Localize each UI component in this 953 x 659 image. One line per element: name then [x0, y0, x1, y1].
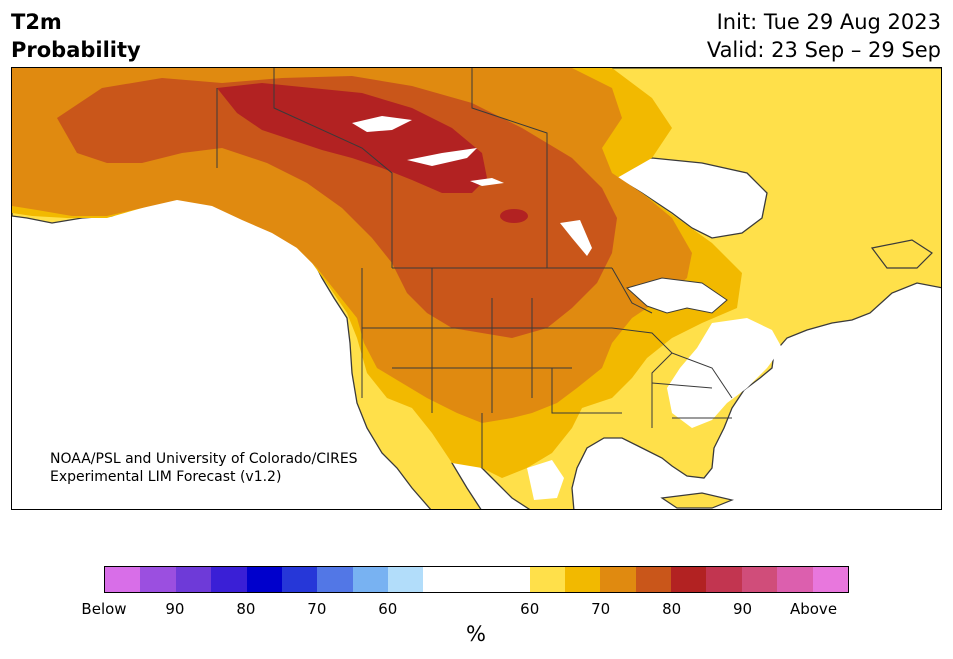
- colorbar-segment: [140, 567, 176, 592]
- colorbar-segment: [671, 567, 707, 592]
- plot-title: T2m Probability: [11, 8, 141, 64]
- variable-label: T2m: [11, 10, 62, 34]
- colorbar-tick-label: 70: [307, 600, 327, 618]
- cuba: [660, 492, 734, 509]
- map-canvas: [12, 68, 941, 509]
- valid-range: Valid: 23 Sep – 29 Sep: [706, 38, 941, 62]
- newfoundland: [870, 239, 933, 269]
- colorbar-segment: [246, 567, 282, 592]
- credit-line-2: Experimental LIM Forecast (v1.2): [50, 469, 282, 485]
- colorbar-segment: [600, 567, 636, 592]
- credit-line-1: NOAA/PSL and University of Colorado/CIRE…: [50, 451, 358, 467]
- probability-label: Probability: [11, 38, 141, 62]
- prob-75: [57, 76, 617, 338]
- colorbar-segment: [423, 567, 530, 592]
- colorbar-tick-label: 80: [236, 600, 256, 618]
- colorbar-segment: [812, 567, 848, 592]
- colorbar-tick-label: 60: [520, 600, 540, 618]
- colorbar-tick-label: 90: [733, 600, 753, 618]
- colorbar-tick-label: 60: [378, 600, 398, 618]
- colorbar-segment: [635, 567, 672, 592]
- colorbar-tick-label: 80: [662, 600, 682, 618]
- colorbar-segment: [706, 567, 742, 592]
- colorbar-segment: [741, 567, 778, 592]
- map-credit: NOAA/PSL and University of Colorado/CIRE…: [50, 450, 358, 486]
- colorbar-segment: [281, 567, 318, 592]
- colorbar-segment: [564, 567, 601, 592]
- forecast-map: NOAA/PSL and University of Colorado/CIRE…: [11, 67, 942, 510]
- colorbar-segment: [388, 567, 424, 592]
- colorbar-segment: [777, 567, 813, 592]
- great-lakes: [625, 277, 728, 314]
- colorbar-segment: [529, 567, 565, 592]
- lake-winnipeg: [560, 220, 592, 256]
- mexico-normal: [527, 460, 564, 500]
- colorbar-tick-label: 70: [591, 600, 611, 618]
- political-borders: [216, 68, 733, 468]
- colorbar-tick-label: Above: [789, 600, 838, 618]
- colorbar-segment: [211, 567, 247, 592]
- prob-80-spot: [500, 209, 528, 223]
- colorbar-segment: [352, 567, 388, 592]
- great-bear-lake: [352, 116, 412, 132]
- great-slave-lake: [407, 148, 477, 166]
- init-date: Init: Tue 29 Aug 2023: [716, 10, 941, 34]
- colorbar-segment: [317, 567, 353, 592]
- colorbar: [104, 566, 849, 593]
- lake-athabasca: [470, 178, 504, 186]
- prob-80: [217, 83, 487, 193]
- eastern-us-normal: [667, 318, 782, 428]
- date-info: Init: Tue 29 Aug 2023 Valid: 23 Sep – 29…: [707, 8, 941, 64]
- colorbar-tick-label: 90: [165, 600, 185, 618]
- colorbar-tick-label: Below: [81, 600, 127, 618]
- colorbar-segment: [105, 567, 141, 592]
- colorbar-unit-label: %: [466, 622, 486, 646]
- colorbar-segment: [175, 567, 212, 592]
